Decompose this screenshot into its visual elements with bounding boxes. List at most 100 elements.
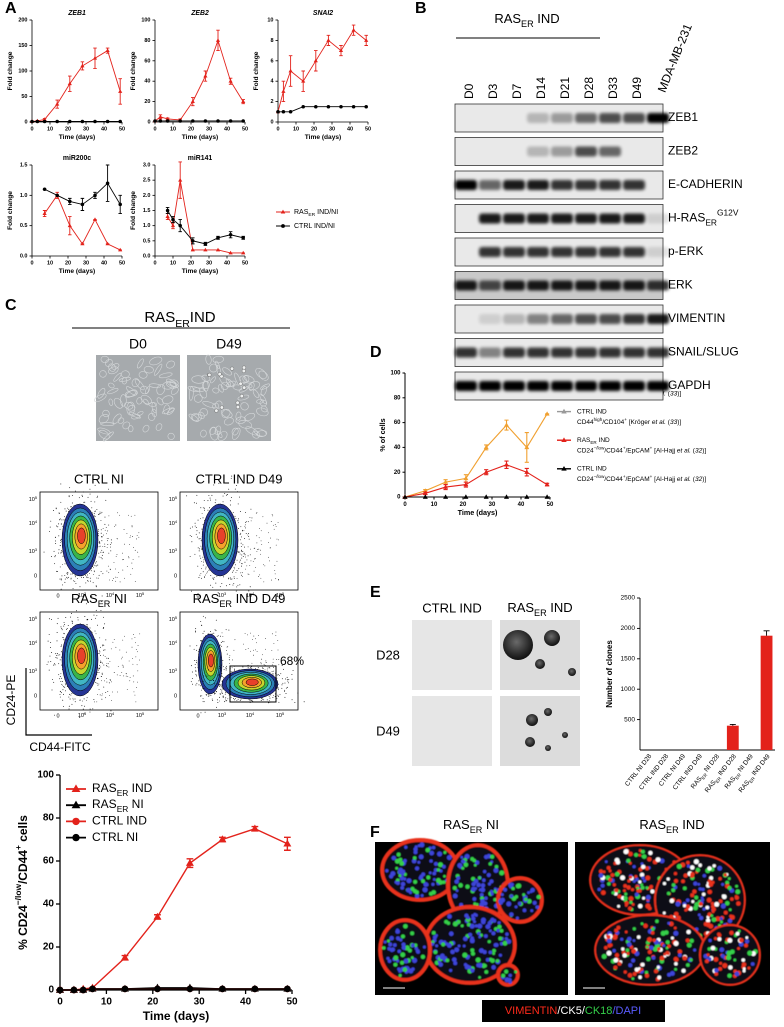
- event: [272, 658, 274, 660]
- legend-label-part: IND: [597, 437, 610, 444]
- nucleus: [432, 878, 436, 881]
- event: [98, 650, 100, 652]
- event: [58, 549, 60, 551]
- chart-title: miR200c: [63, 155, 91, 162]
- marker: [118, 202, 122, 207]
- event: [99, 651, 101, 653]
- event: [110, 542, 112, 544]
- event: [219, 693, 221, 695]
- nucleus: [399, 960, 405, 965]
- nucleus: [505, 932, 509, 936]
- event: [266, 522, 268, 524]
- blot-row-label: SNAIL/SLUG: [668, 345, 739, 359]
- event: [252, 700, 254, 702]
- event: [82, 491, 84, 493]
- event: [208, 569, 210, 571]
- event: [106, 547, 108, 548]
- event: [219, 644, 221, 646]
- nucleus: [423, 881, 429, 887]
- cell: [209, 363, 219, 373]
- marker: [219, 985, 226, 993]
- event: [255, 642, 257, 644]
- panel-letter: D: [370, 344, 382, 361]
- event: [72, 697, 74, 699]
- event: [228, 577, 230, 579]
- event: [271, 633, 273, 635]
- event: [285, 693, 287, 694]
- event: [56, 570, 58, 572]
- legend-subtitle-part: 33: [670, 419, 678, 426]
- nucleus: [698, 887, 702, 891]
- event: [129, 543, 130, 545]
- nucleus: [431, 930, 436, 935]
- event: [210, 631, 212, 632]
- y-tick-label: 20: [144, 99, 150, 105]
- nucleus: [401, 945, 406, 950]
- x-tick-label: 10: [47, 260, 53, 266]
- y-axis-label-part: /CD44: [16, 850, 30, 884]
- y-tick-label: 80: [144, 38, 150, 44]
- blot-band: [575, 381, 597, 391]
- flow-x-tick-label: 103: [78, 712, 86, 719]
- nucleus: [721, 894, 727, 900]
- nucleus: [693, 881, 698, 886]
- colony-image: [412, 696, 492, 766]
- event: [239, 584, 241, 586]
- event: [253, 558, 255, 560]
- event: [90, 500, 92, 502]
- nucleus: [398, 874, 402, 878]
- event: [190, 590, 192, 592]
- legend-subtitle-part: )]: [702, 476, 706, 483]
- y-tick-label: 1.5: [20, 162, 28, 168]
- x-tick-label: 50: [242, 260, 248, 266]
- event: [131, 638, 133, 640]
- marker: [216, 236, 220, 240]
- blot-row: [454, 271, 669, 300]
- event: [66, 572, 68, 574]
- nucleus: [446, 855, 452, 861]
- nucleus: [670, 936, 675, 940]
- nucleus: [392, 943, 397, 947]
- y-tick-label: 50: [21, 94, 27, 100]
- flow-plot: [46, 601, 141, 718]
- x-tick-label: 40: [101, 126, 107, 132]
- event: [260, 700, 262, 701]
- cell: [217, 431, 228, 441]
- event: [117, 691, 118, 693]
- x-tick-label: 30: [489, 502, 496, 508]
- event: [104, 656, 106, 657]
- event: [65, 684, 67, 686]
- nucleus: [634, 967, 639, 972]
- event: [219, 683, 220, 685]
- nucleus: [493, 897, 497, 902]
- event: [189, 534, 191, 536]
- event: [220, 642, 222, 644]
- rounded-cell: [238, 381, 243, 386]
- blot-band: [575, 113, 597, 123]
- event: [71, 693, 73, 695]
- series-line: [404, 464, 548, 498]
- if-column-label: RASER IND: [639, 817, 704, 835]
- event: [228, 659, 230, 661]
- nucleus: [742, 967, 746, 971]
- event: [43, 551, 45, 553]
- nucleus: [389, 935, 394, 941]
- event: [60, 692, 62, 694]
- event: [209, 497, 211, 499]
- nucleus: [637, 903, 643, 909]
- nucleus: [620, 875, 626, 881]
- blot-header-part: RAS: [494, 11, 521, 26]
- nucleus: [460, 855, 464, 859]
- event: [241, 549, 243, 551]
- nucleus: [464, 855, 468, 859]
- event: [65, 628, 67, 630]
- marker: [218, 835, 227, 843]
- flow-title-part: ER: [98, 599, 111, 609]
- nucleus: [686, 929, 691, 935]
- event: [255, 512, 257, 514]
- event: [246, 565, 248, 567]
- if-column-label-part: RAS: [639, 817, 666, 832]
- nucleus: [399, 861, 405, 866]
- marker: [364, 38, 369, 42]
- nucleus: [500, 893, 504, 897]
